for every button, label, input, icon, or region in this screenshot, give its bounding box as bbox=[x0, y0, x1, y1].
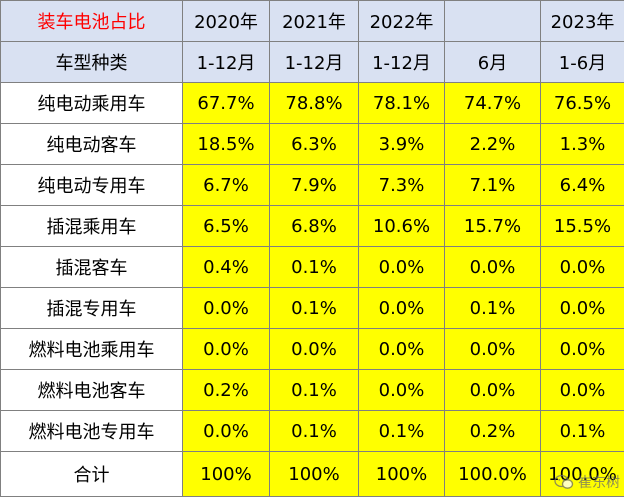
row-label: 燃料电池专用车 bbox=[1, 411, 183, 452]
value-cell: 0.0% bbox=[183, 411, 270, 452]
value-cell: 0.1% bbox=[445, 288, 541, 329]
value-cell: 0.2% bbox=[445, 411, 541, 452]
value-cell: 67.7% bbox=[183, 83, 270, 124]
row-label: 纯电动客车 bbox=[1, 124, 183, 165]
header-cell: 6月 bbox=[445, 42, 541, 83]
header-cell: 1-6月 bbox=[541, 42, 624, 83]
row-label: 纯电动专用车 bbox=[1, 165, 183, 206]
row-label: 插混专用车 bbox=[1, 288, 183, 329]
value-cell: 6.3% bbox=[270, 124, 359, 165]
value-cell: 10.6% bbox=[359, 206, 445, 247]
value-cell: 100.0% bbox=[541, 452, 624, 497]
value-cell: 100% bbox=[183, 452, 270, 497]
value-cell: 0.0% bbox=[270, 329, 359, 370]
row-label: 插混乘用车 bbox=[1, 206, 183, 247]
header-cell: 2023年 bbox=[541, 1, 624, 42]
value-cell: 100% bbox=[270, 452, 359, 497]
value-cell: 0.1% bbox=[270, 411, 359, 452]
value-cell: 0.0% bbox=[541, 288, 624, 329]
value-cell: 0.0% bbox=[541, 370, 624, 411]
value-cell: 6.5% bbox=[183, 206, 270, 247]
header-cell: 车型种类 bbox=[1, 42, 183, 83]
value-cell: 0.0% bbox=[183, 288, 270, 329]
value-cell: 0.4% bbox=[183, 247, 270, 288]
value-cell: 0.2% bbox=[183, 370, 270, 411]
value-cell: 0.0% bbox=[541, 329, 624, 370]
header-cell bbox=[445, 1, 541, 42]
value-cell: 0.0% bbox=[359, 247, 445, 288]
value-cell: 0.1% bbox=[270, 247, 359, 288]
value-cell: 0.0% bbox=[183, 329, 270, 370]
header-cell: 2021年 bbox=[270, 1, 359, 42]
value-cell: 0.0% bbox=[541, 247, 624, 288]
header-cell: 1-12月 bbox=[183, 42, 270, 83]
value-cell: 0.0% bbox=[359, 370, 445, 411]
value-cell: 2.2% bbox=[445, 124, 541, 165]
value-cell: 0.0% bbox=[359, 288, 445, 329]
row-label: 合计 bbox=[1, 452, 183, 497]
value-cell: 7.1% bbox=[445, 165, 541, 206]
row-label: 插混客车 bbox=[1, 247, 183, 288]
value-cell: 100.0% bbox=[445, 452, 541, 497]
value-cell: 0.1% bbox=[359, 411, 445, 452]
row-label: 燃料电池乘用车 bbox=[1, 329, 183, 370]
header-cell: 2020年 bbox=[183, 1, 270, 42]
value-cell: 7.3% bbox=[359, 165, 445, 206]
header-cell: 1-12月 bbox=[270, 42, 359, 83]
value-cell: 3.9% bbox=[359, 124, 445, 165]
header-cell: 装车电池占比 bbox=[1, 1, 183, 42]
row-label: 纯电动乘用车 bbox=[1, 83, 183, 124]
value-cell: 74.7% bbox=[445, 83, 541, 124]
value-cell: 0.0% bbox=[445, 370, 541, 411]
header-cell: 2022年 bbox=[359, 1, 445, 42]
value-cell: 0.0% bbox=[445, 329, 541, 370]
value-cell: 0.1% bbox=[270, 370, 359, 411]
row-label: 燃料电池客车 bbox=[1, 370, 183, 411]
value-cell: 100% bbox=[359, 452, 445, 497]
value-cell: 6.4% bbox=[541, 165, 624, 206]
value-cell: 0.0% bbox=[445, 247, 541, 288]
value-cell: 1.3% bbox=[541, 124, 624, 165]
value-cell: 7.9% bbox=[270, 165, 359, 206]
value-cell: 0.1% bbox=[541, 411, 624, 452]
value-cell: 0.0% bbox=[359, 329, 445, 370]
value-cell: 6.8% bbox=[270, 206, 359, 247]
value-cell: 15.5% bbox=[541, 206, 624, 247]
value-cell: 6.7% bbox=[183, 165, 270, 206]
value-cell: 78.8% bbox=[270, 83, 359, 124]
value-cell: 78.1% bbox=[359, 83, 445, 124]
value-cell: 18.5% bbox=[183, 124, 270, 165]
value-cell: 76.5% bbox=[541, 83, 624, 124]
value-cell: 0.1% bbox=[270, 288, 359, 329]
header-cell: 1-12月 bbox=[359, 42, 445, 83]
value-cell: 15.7% bbox=[445, 206, 541, 247]
